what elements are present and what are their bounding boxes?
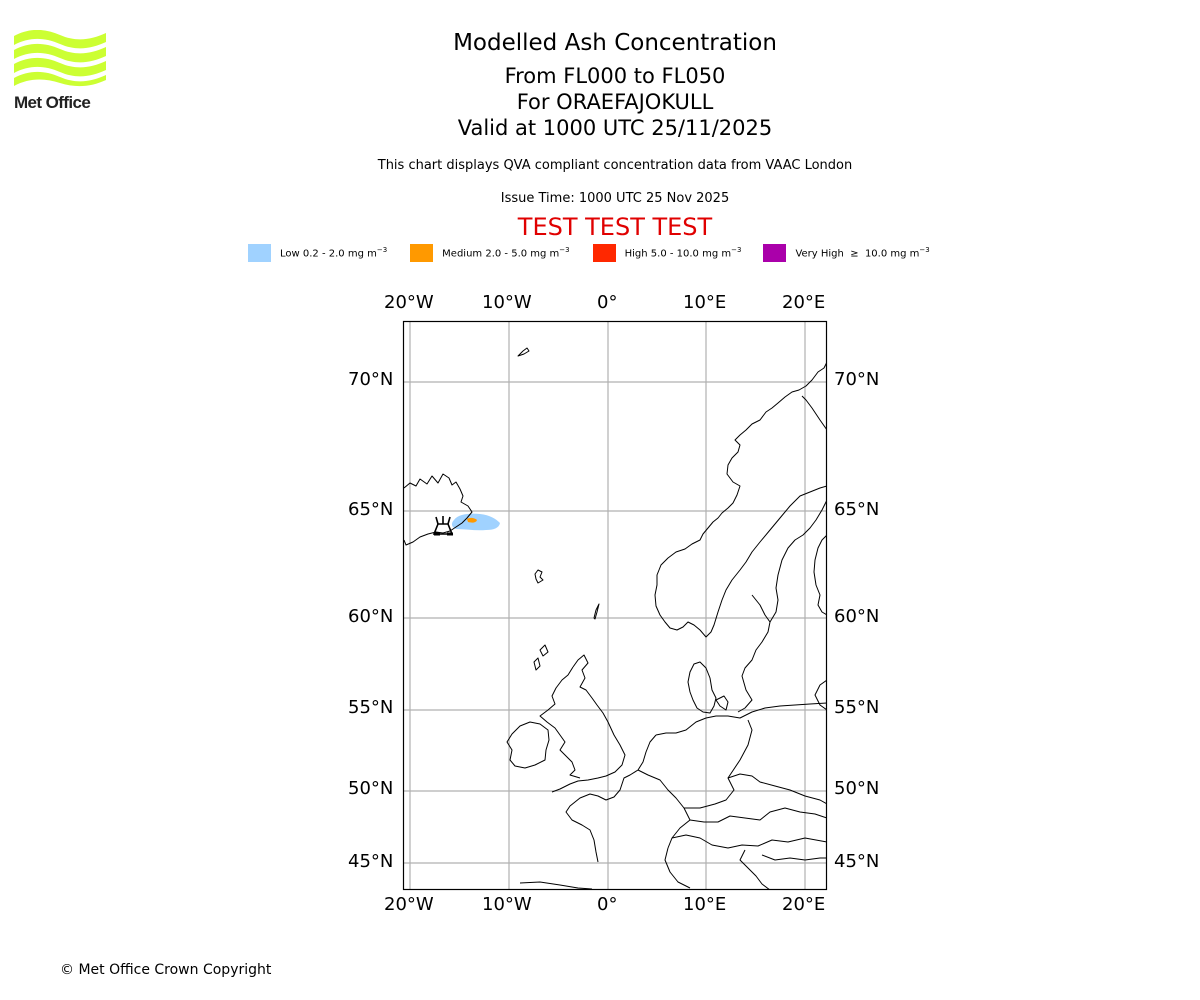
lon-label-top-0: 0° [597, 292, 618, 313]
lat-label-left-60n: 60°N [348, 606, 394, 627]
volcano-icon [432, 516, 454, 536]
lat-label-left-70n: 70°N [348, 369, 394, 390]
legend-label-high: High 5.0 - 10.0 mg m−3 [624, 246, 742, 260]
lat-label-left-50n: 50°N [348, 778, 394, 799]
legend-item-low: Low 0.2 - 2.0 mg m−3 [248, 244, 387, 262]
legend-swatch-low [248, 244, 271, 262]
lon-label-top-20w: 20°W [384, 292, 434, 313]
test-banner: TEST TEST TEST [517, 213, 713, 241]
legend-label-very-high: Very High ≥ 10.0 mg m−3 [795, 246, 930, 260]
lat-label-right-50n: 50°N [834, 778, 880, 799]
lat-label-left-55n: 55°N [348, 697, 394, 718]
legend-item-medium: Medium 2.0 - 5.0 mg m−3 [410, 244, 570, 262]
ash-region-low [451, 513, 500, 531]
chart-title: Modelled Ash Concentration [453, 30, 777, 56]
ash-region-medium [467, 517, 477, 523]
legend-label-medium: Medium 2.0 - 5.0 mg m−3 [442, 246, 570, 260]
valid-time: Valid at 1000 UTC 25/11/2025 [457, 116, 773, 140]
lat-label-right-45n: 45°N [834, 851, 880, 872]
chart-description: This chart displays QVA compliant concen… [377, 158, 853, 173]
legend-swatch-high [592, 244, 616, 262]
graticule [403, 321, 827, 890]
lat-label-right-65n: 65°N [834, 499, 880, 520]
lon-label-bottom-20e: 20°E [782, 894, 826, 915]
legend-item-high: High 5.0 - 10.0 mg m−3 [592, 244, 742, 262]
map-frame [402, 320, 828, 891]
legend-label-low: Low 0.2 - 2.0 mg m−3 [280, 246, 388, 260]
lat-label-left-45n: 45°N [348, 851, 394, 872]
issue-time: Issue Time: 1000 UTC 25 Nov 2025 [500, 191, 730, 206]
lat-label-left-65n: 65°N [348, 499, 394, 520]
lat-label-right-55n: 55°N [834, 697, 880, 718]
met-office-logo: Met Office [14, 29, 108, 113]
lon-label-top-10e: 10°E [683, 292, 727, 313]
lon-label-bottom-0: 0° [597, 894, 618, 915]
met-office-wordmark: Met Office [14, 93, 91, 112]
legend-swatch-very-high [763, 244, 787, 262]
lon-label-bottom-10w: 10°W [482, 894, 532, 915]
flight-level-range: From FL000 to FL050 [504, 64, 726, 88]
lon-label-top-20e: 20°E [782, 292, 826, 313]
lon-label-bottom-10e: 10°E [683, 894, 727, 915]
lat-label-right-70n: 70°N [834, 369, 880, 390]
met-office-waves-icon [14, 29, 106, 87]
lon-label-bottom-20w: 20°W [384, 894, 434, 915]
concentration-legend: Low 0.2 - 2.0 mg m−3 Medium 2.0 - 5.0 mg… [248, 244, 952, 262]
volcano-name: For ORAEFAJOKULL [516, 90, 714, 114]
copyright-notice: © Met Office Crown Copyright [60, 962, 272, 978]
lon-label-top-10w: 10°W [482, 292, 532, 313]
coastlines [403, 347, 827, 890]
legend-swatch-medium [410, 244, 434, 262]
lat-label-right-60n: 60°N [834, 606, 880, 627]
legend-item-very-high: Very High ≥ 10.0 mg m−3 [763, 244, 930, 262]
